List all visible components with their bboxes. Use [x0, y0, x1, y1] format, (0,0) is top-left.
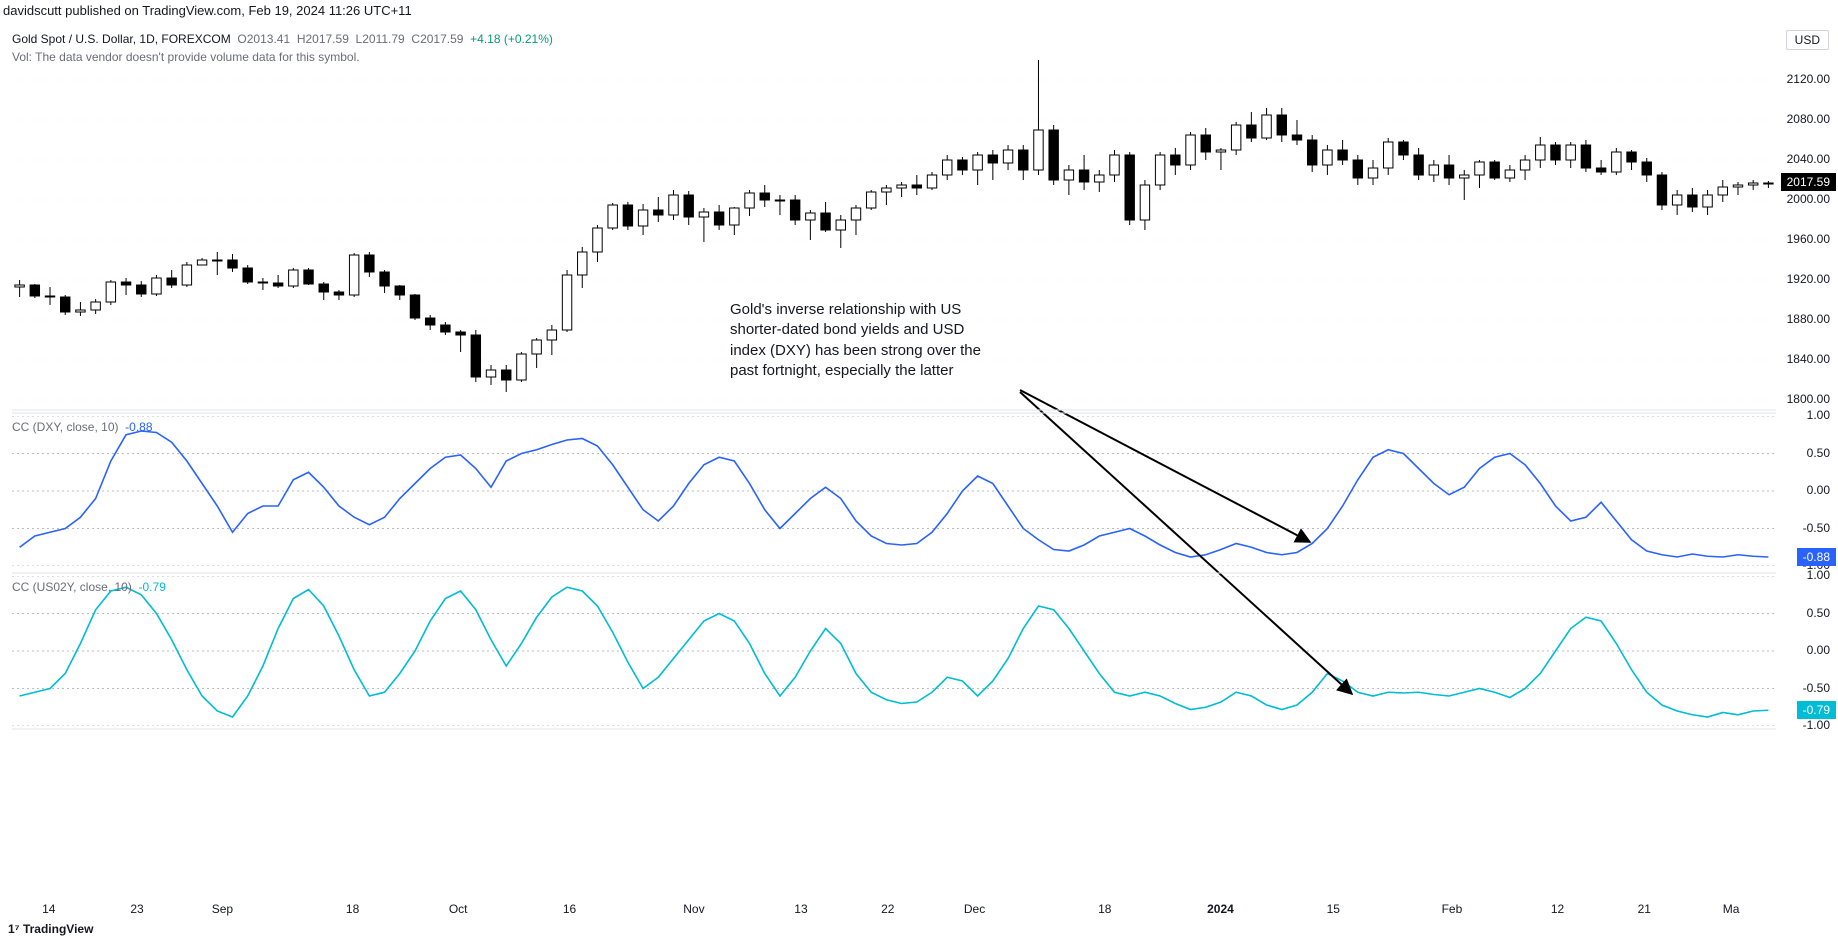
axis-price-tag: -0.88: [1797, 548, 1836, 566]
x-tick: 12: [1538, 902, 1578, 916]
x-tick: 22: [868, 902, 908, 916]
y-tick: -0.50: [1770, 681, 1830, 695]
change-value: +4.18 (+0.21%): [470, 32, 553, 46]
x-tick: 21: [1624, 902, 1664, 916]
y-tick: 2000.00: [1770, 192, 1830, 206]
x-tick: 23: [117, 902, 157, 916]
y-tick: 0.50: [1770, 606, 1830, 620]
ohlc-h: H2017.59: [297, 32, 349, 46]
ohlc-l: L2011.79: [356, 32, 405, 46]
x-tick: 14: [29, 902, 69, 916]
x-tick: Dec: [955, 902, 995, 916]
ohlc-o: O2013.41: [237, 32, 290, 46]
symbol-name[interactable]: Gold Spot / U.S. Dollar, 1D, FOREXCOM: [12, 32, 231, 46]
y-tick: 1880.00: [1770, 312, 1830, 326]
y-tick: 1840.00: [1770, 352, 1830, 366]
y-tick: 1.00: [1770, 408, 1830, 422]
axis-price-tag: -0.79: [1797, 701, 1836, 719]
symbol-row: Gold Spot / U.S. Dollar, 1D, FOREXCOM O2…: [12, 32, 553, 46]
x-tick: Ma: [1711, 902, 1751, 916]
y-tick: 2040.00: [1770, 152, 1830, 166]
y-tick: 1.00: [1770, 568, 1830, 582]
y-tick: 0.00: [1770, 483, 1830, 497]
x-tick: 18: [333, 902, 373, 916]
y-tick: 2120.00: [1770, 72, 1830, 86]
y-tick: 0.00: [1770, 643, 1830, 657]
indicator-cc-us02y[interactable]: [12, 576, 1776, 726]
x-tick: Feb: [1432, 902, 1472, 916]
tradingview-logo[interactable]: 1⁷ TradingView: [8, 922, 93, 936]
currency-badge[interactable]: USD: [1786, 30, 1829, 50]
y-tick: -1.00: [1770, 718, 1830, 732]
indicator1-label: CC (DXY, close, 10) -0.88: [12, 420, 153, 434]
y-tick: 1800.00: [1770, 392, 1830, 406]
axis-price-tag: 2017.59: [1781, 173, 1836, 191]
y-tick: 1960.00: [1770, 232, 1830, 246]
x-tick: Nov: [674, 902, 714, 916]
attribution-text: davidscutt published on TradingView.com,…: [3, 3, 412, 18]
x-tick: Sep: [202, 902, 242, 916]
ohlc-c: C2017.59: [411, 32, 463, 46]
indicator-cc-dxy[interactable]: [12, 416, 1776, 566]
y-tick: -0.50: [1770, 521, 1830, 535]
x-tick: 15: [1313, 902, 1353, 916]
x-tick: Oct: [438, 902, 478, 916]
x-tick: 16: [550, 902, 590, 916]
y-tick: 1920.00: [1770, 272, 1830, 286]
indicator2-label: CC (US02Y, close, 10) -0.79: [12, 580, 166, 594]
y-tick: 0.50: [1770, 446, 1830, 460]
x-tick: 13: [781, 902, 821, 916]
annotation-text: Gold's inverse relationship with USshort…: [730, 300, 1050, 381]
x-tick: 18: [1085, 902, 1125, 916]
x-tick: 2024: [1200, 902, 1240, 916]
y-tick: 2080.00: [1770, 112, 1830, 126]
